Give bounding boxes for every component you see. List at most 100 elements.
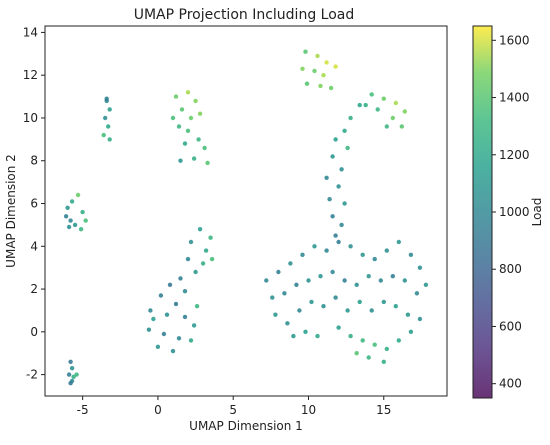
colorbar-tick-label: 1400	[499, 91, 530, 105]
data-point	[188, 239, 194, 245]
data-point	[328, 85, 334, 91]
data-point	[330, 214, 335, 219]
data-point	[68, 359, 73, 364]
x-tick-label: 10	[301, 403, 316, 417]
data-point	[336, 325, 341, 330]
data-point	[354, 351, 359, 356]
data-point	[66, 372, 72, 377]
data-point	[182, 289, 188, 294]
data-point	[342, 278, 347, 283]
data-point	[312, 244, 317, 249]
data-point	[402, 278, 407, 283]
data-point	[366, 274, 371, 279]
data-point	[414, 291, 420, 296]
data-point	[372, 342, 377, 347]
data-point	[300, 252, 305, 257]
data-point	[75, 192, 81, 198]
colorbar-tick-label: 400	[499, 377, 522, 391]
y-axis: -2 0 2 4 6 8 10 12 14	[23, 25, 45, 382]
data-point	[321, 73, 326, 78]
data-point	[348, 115, 353, 121]
data-point	[384, 248, 389, 253]
data-point	[188, 115, 194, 121]
data-point	[170, 115, 176, 121]
data-point	[273, 312, 278, 317]
data-point	[315, 333, 320, 339]
data-point	[372, 256, 377, 262]
data-point	[345, 145, 350, 151]
x-tick-label: 0	[154, 403, 162, 417]
y-tick-label: -2	[26, 368, 38, 382]
data-point	[339, 222, 344, 228]
data-point	[282, 291, 287, 296]
data-point	[69, 366, 75, 371]
data-point	[83, 218, 88, 223]
data-point	[336, 239, 341, 245]
data-point	[408, 329, 414, 334]
data-point	[423, 282, 429, 287]
data-point	[321, 304, 326, 309]
data-point	[363, 102, 368, 108]
data-point	[151, 316, 156, 322]
data-point	[390, 274, 395, 279]
data-point	[66, 224, 72, 230]
data-point	[291, 333, 296, 339]
data-point	[170, 348, 176, 354]
data-point	[182, 141, 188, 146]
data-point	[173, 301, 179, 307]
x-tick-label: 15	[376, 403, 391, 417]
data-point	[68, 218, 73, 223]
x-axis-label: UMAP Dimension 1	[189, 419, 303, 433]
data-point	[324, 175, 329, 180]
data-point	[354, 282, 359, 287]
y-tick-label: 10	[23, 111, 38, 125]
data-point	[381, 299, 386, 305]
data-point	[74, 372, 79, 377]
data-point	[185, 90, 191, 95]
y-tick-label: 12	[23, 68, 38, 82]
data-point	[148, 308, 153, 313]
data-point	[309, 299, 314, 305]
data-point	[396, 239, 401, 245]
data-point	[294, 282, 299, 287]
data-point	[270, 295, 275, 300]
data-point	[185, 256, 191, 262]
data-point	[357, 102, 362, 108]
data-point	[345, 308, 350, 313]
data-point	[193, 98, 198, 104]
data-point	[303, 49, 308, 54]
data-point	[179, 107, 185, 112]
data-point	[304, 81, 310, 86]
data-point	[306, 278, 311, 283]
data-point	[107, 137, 112, 142]
y-tick-label: 0	[30, 325, 38, 339]
data-point	[390, 115, 395, 121]
data-point	[324, 60, 329, 65]
data-point	[300, 66, 305, 72]
data-point	[318, 274, 323, 279]
data-point	[330, 269, 335, 275]
y-tick-label: 14	[23, 25, 38, 39]
scatter-points	[63, 49, 429, 386]
data-point	[285, 321, 290, 326]
y-tick-label: 8	[30, 154, 38, 168]
data-point	[357, 299, 362, 305]
data-point	[80, 209, 85, 215]
data-point	[393, 100, 398, 106]
data-point	[336, 184, 341, 189]
data-point	[396, 338, 401, 343]
data-point	[276, 269, 281, 275]
data-point	[342, 128, 347, 133]
data-point	[176, 336, 182, 341]
colorbar-ticks: 400 600 800 1000 1200 1400 1600	[492, 33, 530, 391]
data-point	[188, 338, 194, 343]
data-point	[208, 235, 213, 240]
data-point	[399, 124, 404, 129]
y-tick-label: 4	[30, 239, 38, 253]
y-tick-label: 6	[30, 197, 38, 211]
data-point	[63, 214, 69, 219]
data-point	[72, 222, 78, 228]
x-axis: -5 0 5 10 15	[77, 396, 391, 417]
data-point	[381, 359, 386, 364]
